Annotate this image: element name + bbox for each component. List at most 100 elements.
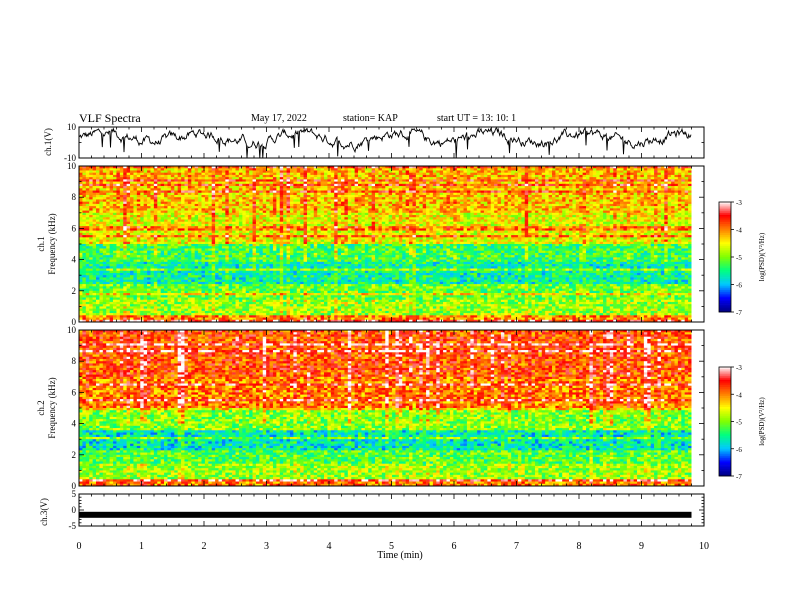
ch1-spectrogram-cell	[463, 186, 468, 189]
ch1-spectrogram-cell	[419, 177, 423, 180]
ch1-spectrogram-cell	[371, 166, 376, 169]
ch1-spectrogram-cell	[150, 219, 155, 223]
ch1-spectrogram-cell	[637, 188, 641, 191]
ch1-spectrogram-cell	[569, 197, 573, 200]
ch1-spectrogram-cell	[211, 177, 216, 180]
ch1-spectrogram-cell	[654, 181, 658, 185]
ch1-spectrogram-cell	[426, 181, 430, 185]
ch1-spectrogram-cell	[371, 197, 376, 200]
ch1-spectrogram-cell	[191, 186, 195, 189]
ch1-spectrogram-cell	[504, 194, 509, 198]
ch1-spectrogram-cell	[398, 170, 403, 173]
ch1-spectrogram-cell	[375, 192, 379, 196]
ch1-spectrogram-cell	[606, 212, 611, 216]
ch1-spectrogram-cell	[150, 174, 155, 178]
ch1-spectrogram-cell	[245, 201, 250, 205]
ch1-spectrogram-cell	[684, 201, 689, 205]
ch1-spectrogram-cell	[364, 186, 369, 189]
ch1-spectrogram-cell	[582, 221, 587, 225]
ch1-spectrogram-cell	[279, 215, 284, 218]
ch1-spectrogram-cell	[232, 177, 236, 180]
ch1-spectrogram-cell	[262, 172, 267, 176]
ch1-spectrogram-cell	[140, 197, 144, 200]
ch1-spectrogram-cell	[96, 201, 100, 205]
ch1-spectrogram-cell	[221, 170, 226, 173]
ch1-spectrogram-cell	[490, 177, 495, 180]
ch1-spectrogram-cell	[589, 174, 594, 178]
ch1-spectrogram-cell	[293, 212, 298, 216]
ch1-spectrogram-cell	[579, 190, 583, 194]
ch1-spectrogram-cell	[514, 194, 519, 198]
ch1-spectrogram-cell	[221, 181, 226, 185]
ch1-spectrogram-cell	[255, 199, 260, 202]
ch1-spectrogram-cell	[204, 170, 209, 173]
ch1-spectrogram-cell	[684, 177, 689, 180]
ch1-spectrogram-cell	[187, 203, 192, 207]
ch1-spectrogram-cell	[303, 174, 308, 178]
ch1-spectrogram-cell	[466, 168, 471, 171]
ch1-spectrogram-cell	[524, 221, 529, 225]
ch1-spectrogram-cell	[603, 179, 607, 182]
ch1-spectrogram-cell	[637, 217, 641, 220]
ch1-spectrogram-cell	[119, 221, 124, 225]
ch1-spectrogram-cell	[507, 199, 512, 202]
ch1-spectrogram-cell	[272, 166, 277, 169]
ch1-spectrogram-cell	[242, 217, 247, 220]
ch1-spectrogram-cell	[79, 215, 83, 218]
ch1-spectrogram-cell	[266, 181, 270, 185]
ch1-spectrogram-cell	[300, 208, 304, 211]
ch1-spectrogram-cell	[187, 168, 192, 171]
ch1-spectrogram-cell	[548, 206, 553, 209]
ch1-spectrogram-cell	[511, 186, 515, 189]
ch1-spectrogram-cell	[620, 221, 624, 225]
ch1-spectrogram-cell	[681, 168, 685, 171]
ch1-spectrogram-cell	[647, 170, 651, 173]
ch1-spectrogram-cell	[507, 172, 512, 176]
ch1-spectrogram-cell	[160, 186, 165, 189]
ch1-spectrogram-cell	[548, 172, 553, 176]
ch1-spectrogram-cell	[643, 177, 648, 180]
ch1-spectrogram-cell	[252, 190, 257, 194]
ch1-spectrogram-cell	[79, 168, 83, 171]
ch1-spectrogram-cell	[480, 203, 485, 207]
ch1-spectrogram-cell	[351, 194, 355, 198]
ch1-spectrogram-cell	[671, 199, 675, 202]
ch1-spectrogram-cell	[208, 174, 213, 178]
ch1-spectrogram-cell	[279, 172, 284, 176]
ch1-spectrogram-cell	[477, 208, 481, 211]
ch1-spectrogram-cell	[375, 183, 379, 187]
ch1-spectrogram-cell	[177, 183, 182, 187]
ch1-spectrogram-cell	[586, 183, 590, 187]
ch1-spectrogram-cell	[147, 181, 151, 185]
ch1-spectrogram-cell	[228, 168, 233, 171]
ch1-spectrogram-cell	[330, 201, 335, 205]
ch1-spectrogram-cell	[640, 210, 645, 214]
ch1-spectrogram-cell	[228, 199, 233, 202]
ch1-spectrogram-cell	[361, 215, 366, 218]
ch1-spectrogram-cell	[106, 166, 110, 169]
ch1-spectrogram-cell	[102, 203, 107, 207]
ch1-spectrogram-cell	[504, 181, 509, 185]
ch1-spectrogram-cell	[531, 217, 536, 220]
ch1-spectrogram-cell	[654, 197, 658, 200]
ch1-spectrogram-cell	[347, 199, 352, 202]
ch1-spectrogram-cell	[388, 172, 393, 176]
ch1-spectrogram-cell	[167, 183, 172, 187]
ch1-spectrogram-cell	[204, 177, 209, 180]
ch1-spectrogram-cell	[630, 172, 634, 176]
ch1-spectrogram-cell	[497, 210, 502, 214]
ch1-spectrogram-cell	[330, 179, 335, 182]
ch1-spectrogram-cell	[225, 210, 230, 214]
ch1-spectrogram-cell	[429, 177, 434, 180]
ch1-spectrogram-cell	[96, 181, 100, 185]
ch1-spectrogram-cell	[116, 188, 121, 191]
ch1-spectrogram-cell	[545, 210, 549, 214]
ch1-spectrogram-cell	[565, 172, 570, 176]
ch1-spectrogram-cell	[170, 210, 175, 214]
ch1-spectrogram-cell	[586, 181, 590, 185]
ch1-spectrogram-cell	[620, 179, 624, 182]
ch1-spectrogram-cell	[341, 188, 345, 191]
ch1-spectrogram-cell	[344, 190, 349, 194]
ch1-spectrogram-cell	[150, 201, 155, 205]
ch1-spectrogram-cell	[143, 183, 148, 187]
